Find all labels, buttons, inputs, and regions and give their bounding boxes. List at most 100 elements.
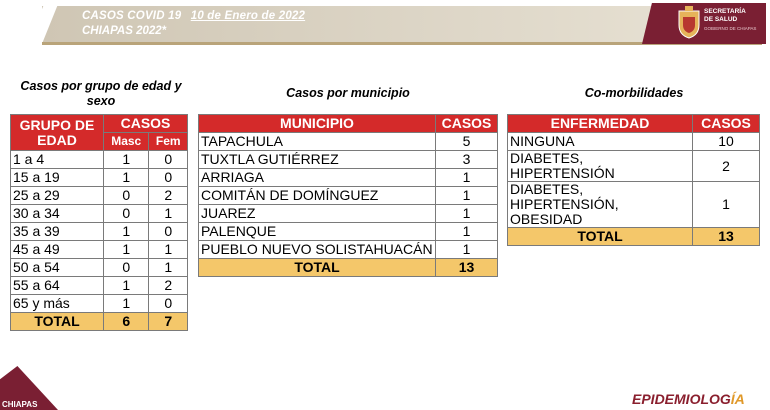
municipio-name: ARRIAGA xyxy=(198,168,436,187)
fem-cell: 0 xyxy=(148,294,188,313)
total-label: TOTAL xyxy=(198,258,436,277)
table-row: PALENQUE 1 xyxy=(198,222,498,241)
age-group-cell: 55 a 64 xyxy=(10,276,104,295)
brand-accent: ÍA xyxy=(730,391,745,407)
masc-cell: 1 xyxy=(102,222,150,241)
municipio-casos: 1 xyxy=(435,168,498,187)
logo-text: SECRETARÍA DE SALUD xyxy=(704,8,746,23)
fem-cell: 0 xyxy=(148,150,188,169)
municipio-table: MUNICIPIO CASOS TAPACHULA 5 TUXTLA GUTIÉ… xyxy=(198,114,498,277)
total-masc: 6 xyxy=(102,312,150,331)
total-casos: 13 xyxy=(435,258,498,277)
municipio-name: PALENQUE xyxy=(198,222,436,241)
masc-cell: 1 xyxy=(102,168,150,187)
table-row: 50 a 54 0 1 xyxy=(10,258,188,277)
table-row: TUXTLA GUTIÉRREZ 3 xyxy=(198,150,498,169)
col-header-group: GRUPO DE EDAD xyxy=(10,114,104,151)
age-group-cell: 30 a 34 xyxy=(10,204,104,223)
col-header-casos: CASOS xyxy=(435,114,498,133)
municipio-name: COMITÁN DE DOMÍNGUEZ xyxy=(198,186,436,205)
fem-cell: 0 xyxy=(148,222,188,241)
municipio-casos: 1 xyxy=(435,222,498,241)
municipio-casos: 3 xyxy=(435,150,498,169)
total-row: TOTAL 13 xyxy=(198,258,498,277)
table-row: 1 a 4 1 0 xyxy=(10,150,188,169)
col-header-cases: CASOS xyxy=(103,114,188,133)
fem-cell: 1 xyxy=(148,240,188,259)
epidemiologia-brand: EPIDEMIOLOGÍA xyxy=(632,391,745,407)
enfermedad-name: DIABETES, HIPERTENSIÓN xyxy=(507,150,693,182)
col-header-fem: Fem xyxy=(148,132,188,151)
title-text: CASOS COVID 19 xyxy=(82,10,182,22)
enfermedad-casos: 2 xyxy=(692,150,760,182)
age-group-cell: 15 a 19 xyxy=(10,168,104,187)
municipio-casos: 1 xyxy=(435,240,498,259)
table-row: DIABETES, HIPERTENSIÓN 2 xyxy=(507,150,760,182)
table-row: TAPACHULA 5 xyxy=(198,132,498,151)
fem-cell: 1 xyxy=(148,204,188,223)
logo-line2: DE SALUD xyxy=(704,15,738,23)
table-row: PUEBLO NUEVO SOLISTAHUACÁN 1 xyxy=(198,240,498,259)
col-header-casos: CASOS xyxy=(692,114,760,133)
age-group-cell: 35 a 39 xyxy=(10,222,104,241)
table-row: 45 a 49 1 1 xyxy=(10,240,188,259)
masc-cell: 0 xyxy=(102,186,150,205)
enfermedad-name: NINGUNA xyxy=(507,132,693,151)
age-group-cell: 25 a 29 xyxy=(10,186,104,205)
banner-band xyxy=(42,6,742,42)
municipio-casos: 5 xyxy=(435,132,498,151)
total-row: TOTAL 6 7 xyxy=(10,312,188,331)
enfermedad-name: DIABETES, HIPERTENSIÓN, OBESIDAD xyxy=(507,181,693,228)
table-row: 30 a 34 0 1 xyxy=(10,204,188,223)
masc-cell: 0 xyxy=(102,258,150,277)
age-group-cell: 50 a 54 xyxy=(10,258,104,277)
table-subheader-row: Masc Fem xyxy=(11,132,188,151)
masc-cell: 1 xyxy=(102,150,150,169)
age-group-cell: 45 a 49 xyxy=(10,240,104,259)
chiapas-corner-label: CHIAPAS xyxy=(2,400,38,409)
fem-cell: 2 xyxy=(148,276,188,295)
comorbidities-table: ENFERMEDAD CASOS NINGUNA 10 DIABETES, HI… xyxy=(507,114,760,246)
fem-cell: 0 xyxy=(148,168,188,187)
page-subtitle: CHIAPAS 2022* xyxy=(82,25,167,37)
fem-cell: 1 xyxy=(148,258,188,277)
comorb-section-title: Co-morbilidades xyxy=(584,86,684,100)
logo-line1: SECRETARÍA xyxy=(704,8,746,15)
table-row: ARRIAGA 1 xyxy=(198,168,498,187)
municipio-name: TUXTLA GUTIÉRREZ xyxy=(198,150,436,169)
table-header-row: ENFERMEDAD CASOS xyxy=(507,114,760,133)
table-row: 65 y más 1 0 xyxy=(10,294,188,313)
enfermedad-casos: 10 xyxy=(692,132,760,151)
enfermedad-casos: 1 xyxy=(692,181,760,228)
table-row: DIABETES, HIPERTENSIÓN, OBESIDAD 1 xyxy=(507,181,760,228)
col-header-enfermedad: ENFERMEDAD xyxy=(507,114,693,133)
table-row: 35 a 39 1 0 xyxy=(10,222,188,241)
table-row: COMITÁN DE DOMÍNGUEZ 1 xyxy=(198,186,498,205)
table-header-row: MUNICIPIO CASOS xyxy=(198,114,498,133)
municipio-casos: 1 xyxy=(435,204,498,223)
col-header-masc: Masc xyxy=(102,132,150,151)
municipio-name: TAPACHULA xyxy=(198,132,436,151)
health-secretariat-logo xyxy=(642,3,766,44)
table-row: NINGUNA 10 xyxy=(507,132,760,151)
total-fem: 7 xyxy=(148,312,188,331)
fem-cell: 2 xyxy=(148,186,188,205)
report-date: 10 de Enero de 2022 xyxy=(190,10,306,22)
table-row: 25 a 29 0 2 xyxy=(10,186,188,205)
logo-subtext: GOBIERNO DE CHIAPAS xyxy=(704,26,757,31)
table-row: 15 a 19 1 0 xyxy=(10,168,188,187)
coat-of-arms-icon xyxy=(678,6,700,39)
masc-cell: 1 xyxy=(102,294,150,313)
age-group-cell: 65 y más xyxy=(10,294,104,313)
municipio-casos: 1 xyxy=(435,186,498,205)
masc-cell: 1 xyxy=(102,240,150,259)
municipio-name: JUAREZ xyxy=(198,204,436,223)
table-row: 55 a 64 1 2 xyxy=(10,276,188,295)
table-row: JUAREZ 1 xyxy=(198,204,498,223)
masc-cell: 0 xyxy=(102,204,150,223)
brand-main: EPIDEMIOLOG xyxy=(632,391,731,407)
total-row: TOTAL 13 xyxy=(507,227,760,246)
banner-stripe xyxy=(42,42,762,45)
age-section-title: Casos por grupo de edad y sexo xyxy=(20,79,182,108)
masc-cell: 1 xyxy=(102,276,150,295)
